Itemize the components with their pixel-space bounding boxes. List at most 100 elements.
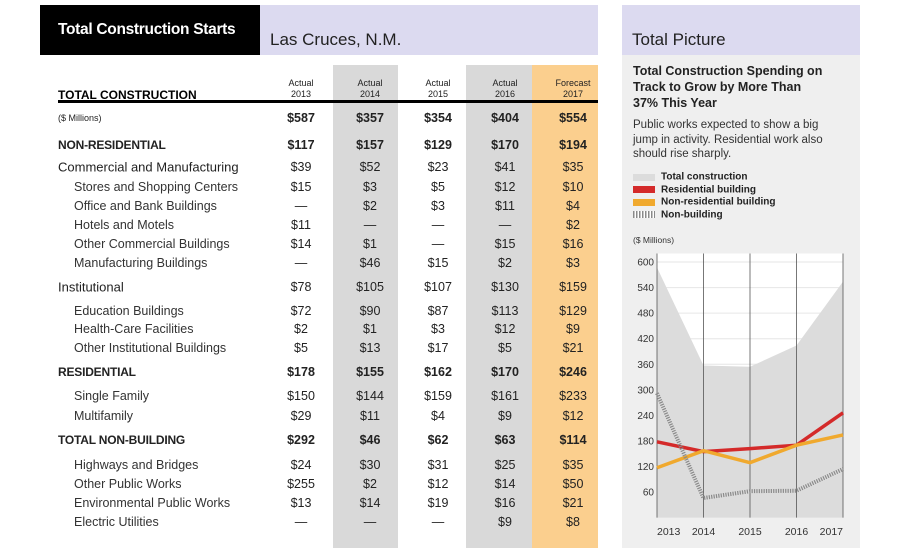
cell-value: $194 <box>559 138 587 152</box>
column-status: Actual <box>288 78 314 88</box>
cell-value: — <box>294 256 308 270</box>
cell-value: $35 <box>562 160 584 174</box>
cell-value: $10 <box>562 180 584 194</box>
cell-value: $12 <box>494 322 516 336</box>
column-year: 2013 <box>290 89 312 99</box>
table-title: Total Construction Starts <box>58 21 236 38</box>
column-status: Actual <box>357 78 383 88</box>
line <box>656 433 844 470</box>
cell-value: $4 <box>566 199 580 213</box>
y-tick-label: 300 <box>637 385 654 396</box>
cell-value: $129 <box>559 304 587 318</box>
cell-value: $3 <box>566 256 580 270</box>
cell-value: $78 <box>290 280 312 294</box>
cell-value: $105 <box>356 280 384 294</box>
cell-value: $12 <box>494 180 516 194</box>
cell-value: $3 <box>431 199 445 213</box>
cell-value: $87 <box>427 304 449 318</box>
column-shade <box>333 65 398 548</box>
cell-value: $16 <box>494 496 516 510</box>
cell-value: $9 <box>498 515 512 529</box>
cell-value: $29 <box>290 409 312 423</box>
y-tick-label: 180 <box>637 436 654 447</box>
cell-value: $39 <box>290 160 312 174</box>
sidebar-title: Total Picture <box>632 30 726 49</box>
cell-value: $11 <box>291 218 311 232</box>
total-value: $404 <box>491 111 519 125</box>
cell-value: $129 <box>424 138 452 152</box>
cell-value: $62 <box>427 433 449 447</box>
column-year: 2014 <box>359 89 381 99</box>
cell-value: $15 <box>494 237 516 251</box>
cell-value: $117 <box>287 138 315 152</box>
cell-value: $24 <box>290 458 312 472</box>
cell-value: $2 <box>498 256 512 270</box>
cell-value: $107 <box>424 280 452 294</box>
y-axis-label: ($ Millions) <box>633 235 675 245</box>
y-tick-label: 360 <box>637 360 654 371</box>
cell-value: $41 <box>494 160 516 174</box>
row-label: Environmental Public Works <box>74 496 231 510</box>
cell-value: $178 <box>287 365 315 379</box>
cell-value: $46 <box>359 433 381 447</box>
legend-label: Total construction <box>661 171 748 183</box>
cell-value: $162 <box>424 365 452 379</box>
column-status: Forecast <box>555 78 591 88</box>
cell-value: $14 <box>290 237 312 251</box>
column-year: 2016 <box>494 89 516 99</box>
cell-value: $5 <box>294 341 308 355</box>
cell-value: $63 <box>494 433 516 447</box>
cell-value: $5 <box>498 341 512 355</box>
legend-swatch <box>633 186 655 193</box>
cell-value: $255 <box>287 477 315 491</box>
cell-value: $23 <box>427 160 449 174</box>
headline: Total Construction Spending on Track to … <box>633 64 823 110</box>
y-tick-label: 540 <box>637 283 654 294</box>
cell-value: $2 <box>294 322 308 336</box>
cell-value: — <box>431 515 445 529</box>
y-tick-label: 600 <box>637 258 654 269</box>
cell-value: $159 <box>424 389 452 403</box>
section-label: NON-RESIDENTIAL <box>58 138 166 152</box>
cell-value: $25 <box>494 458 516 472</box>
y-tick-label: 480 <box>637 309 654 320</box>
cell-value: $90 <box>359 304 381 318</box>
cell-value: $9 <box>566 322 580 336</box>
row-label: Office and Bank Buildings <box>74 199 217 213</box>
row-label: Highways and Bridges <box>74 458 199 472</box>
line <box>656 411 844 454</box>
cell-value: $12 <box>562 409 584 423</box>
cell-value: $5 <box>431 180 445 194</box>
legend-swatch <box>633 211 655 218</box>
cell-value: $15 <box>427 256 449 270</box>
units-label: ($ Millions) <box>58 113 102 123</box>
column-shade <box>466 65 532 548</box>
cell-value: $114 <box>559 433 587 447</box>
cell-value: $157 <box>356 138 384 152</box>
cell-value: $30 <box>359 458 381 472</box>
row-label: Single Family <box>74 389 150 403</box>
cell-value: $113 <box>491 304 519 318</box>
row-label: Multifamily <box>74 409 134 423</box>
legend-swatch <box>633 173 655 181</box>
cell-value: $292 <box>287 433 315 447</box>
description: Public works expected to show a big jump… <box>633 119 823 160</box>
x-tick-label: 2017 <box>820 526 844 538</box>
title-box <box>40 5 260 55</box>
total-value: $554 <box>559 111 587 125</box>
cell-value: $11 <box>360 409 380 423</box>
row-label: Manufacturing Buildings <box>74 256 208 270</box>
table-heading: TOTAL CONSTRUCTION <box>58 88 197 102</box>
cell-value: $12 <box>427 477 449 491</box>
column-year: 2015 <box>427 89 449 99</box>
cell-value: — <box>498 218 512 232</box>
y-tick-label: 60 <box>643 488 655 499</box>
row-label: Other Institutional Buildings <box>74 341 227 355</box>
x-tick-label: 2014 <box>692 526 716 538</box>
cell-value: $31 <box>427 458 449 472</box>
cell-value: $21 <box>562 496 584 510</box>
cell-value: $19 <box>427 496 449 510</box>
cell-value: $233 <box>559 389 587 403</box>
